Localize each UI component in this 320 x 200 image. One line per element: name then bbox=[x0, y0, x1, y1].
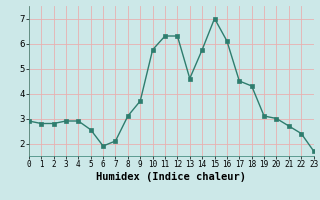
X-axis label: Humidex (Indice chaleur): Humidex (Indice chaleur) bbox=[96, 172, 246, 182]
